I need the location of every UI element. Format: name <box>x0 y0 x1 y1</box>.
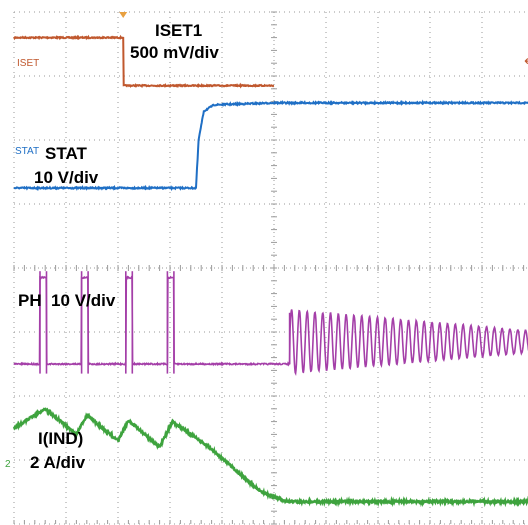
iind-label-scale: 2 A/div <box>30 453 86 472</box>
iset1-label-name: ISET1 <box>155 21 202 40</box>
iset1-label-scale: 500 mV/div <box>130 43 219 62</box>
trigger-marker-icon <box>119 12 128 18</box>
channel-markers: ISET STAT 2 <box>5 58 39 470</box>
stat-channel-tag: STAT <box>15 146 39 157</box>
iind-trace <box>12 407 528 508</box>
ph-trace <box>13 275 528 377</box>
iind-channel-tag: 2 <box>5 459 11 470</box>
iind-label-name: I(IND) <box>38 429 83 448</box>
ph-label: PH 10 V/div <box>18 291 116 310</box>
iset1-offscreen-arrow-icon: ← <box>524 54 528 70</box>
waveform-traces: ← <box>12 12 528 508</box>
stat-trace <box>13 99 528 192</box>
stat-label-name: STAT <box>45 144 87 163</box>
channel-labels: ISET1 500 mV/div STAT 10 V/div PH 10 V/d… <box>18 21 219 472</box>
iset-channel-tag: ISET <box>17 58 39 69</box>
graticule-grid <box>13 11 528 525</box>
iset1-trace <box>13 34 275 89</box>
stat-label-scale: 10 V/div <box>34 168 99 187</box>
